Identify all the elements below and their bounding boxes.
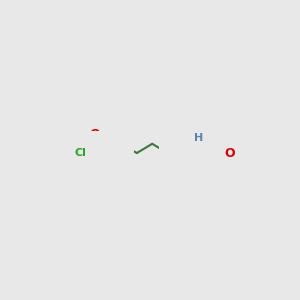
Text: S: S	[100, 146, 112, 160]
Text: O: O	[224, 146, 235, 160]
Text: H: H	[194, 134, 203, 143]
Text: O: O	[89, 128, 100, 141]
Text: Cl: Cl	[75, 148, 86, 158]
Text: O: O	[89, 165, 100, 178]
Text: O: O	[178, 137, 188, 150]
